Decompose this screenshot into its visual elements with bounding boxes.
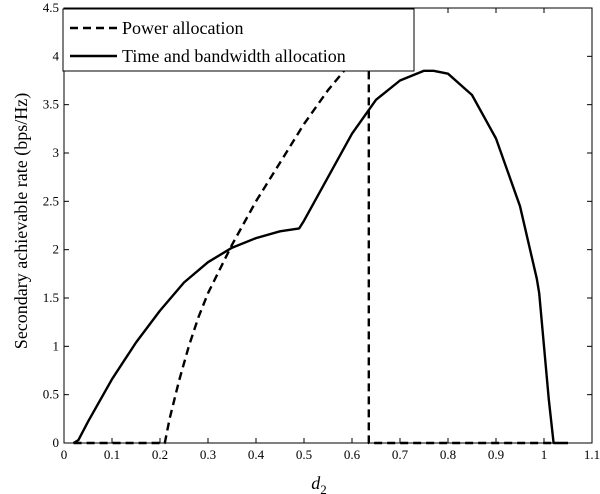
x-tick-label: 0.4 <box>248 447 265 462</box>
legend-box <box>62 8 415 72</box>
legend-label-power-allocation: Power allocation <box>122 18 243 38</box>
x-tick-label: 0.7 <box>392 447 409 462</box>
series-line-power-allocation <box>73 35 554 445</box>
x-tick-label: 0.9 <box>488 447 504 462</box>
y-tick-label: 0.5 <box>43 387 59 402</box>
plot-area-border <box>63 7 593 444</box>
y-tick-label: 4.5 <box>43 0 59 15</box>
series-line-time-bandwidth-allocation <box>72 69 568 445</box>
x-tick-label: 1 <box>541 447 548 462</box>
y-tick-label: 4 <box>53 48 60 63</box>
series-layer <box>72 35 568 445</box>
x-tick-label: 0 <box>61 447 68 462</box>
y-tick-label: 0 <box>53 435 60 450</box>
y-tick-label: 1.5 <box>43 290 59 305</box>
legend-label-time-bandwidth-allocation: Time and bandwidth allocation <box>122 46 346 66</box>
x-axis-title: d2 <box>311 473 327 494</box>
legend: Power allocation Time and bandwidth allo… <box>62 8 415 72</box>
x-tick-label: 0.8 <box>440 447 456 462</box>
x-axis-title-subscript: 2 <box>320 482 327 494</box>
y-axis-title: Secondary achievable rate (bps/Hz) <box>11 93 32 349</box>
x-axis-title-main: d <box>311 473 321 493</box>
y-tick-label: 1 <box>53 338 60 353</box>
x-tick-label: 0.6 <box>344 447 361 462</box>
y-tick-label: 3.5 <box>43 97 59 112</box>
plot-frame <box>63 7 593 444</box>
x-tick-label: 0.1 <box>104 447 120 462</box>
axis-ticks: 0 0.1 0.2 0.3 0.4 0.5 0.6 0.7 0.8 0.9 1 1.1 0 0.5 1 1.5… <box>43 0 600 462</box>
x-tick-label: 0.3 <box>200 447 216 462</box>
x-tick-label: 0.2 <box>152 447 168 462</box>
y-tick-label: 2.5 <box>43 193 59 208</box>
y-tick-label: 3 <box>53 145 60 160</box>
x-tick-label: 1.1 <box>584 447 600 462</box>
y-tick-label: 2 <box>53 242 60 257</box>
x-tick-label: 0.5 <box>296 447 312 462</box>
